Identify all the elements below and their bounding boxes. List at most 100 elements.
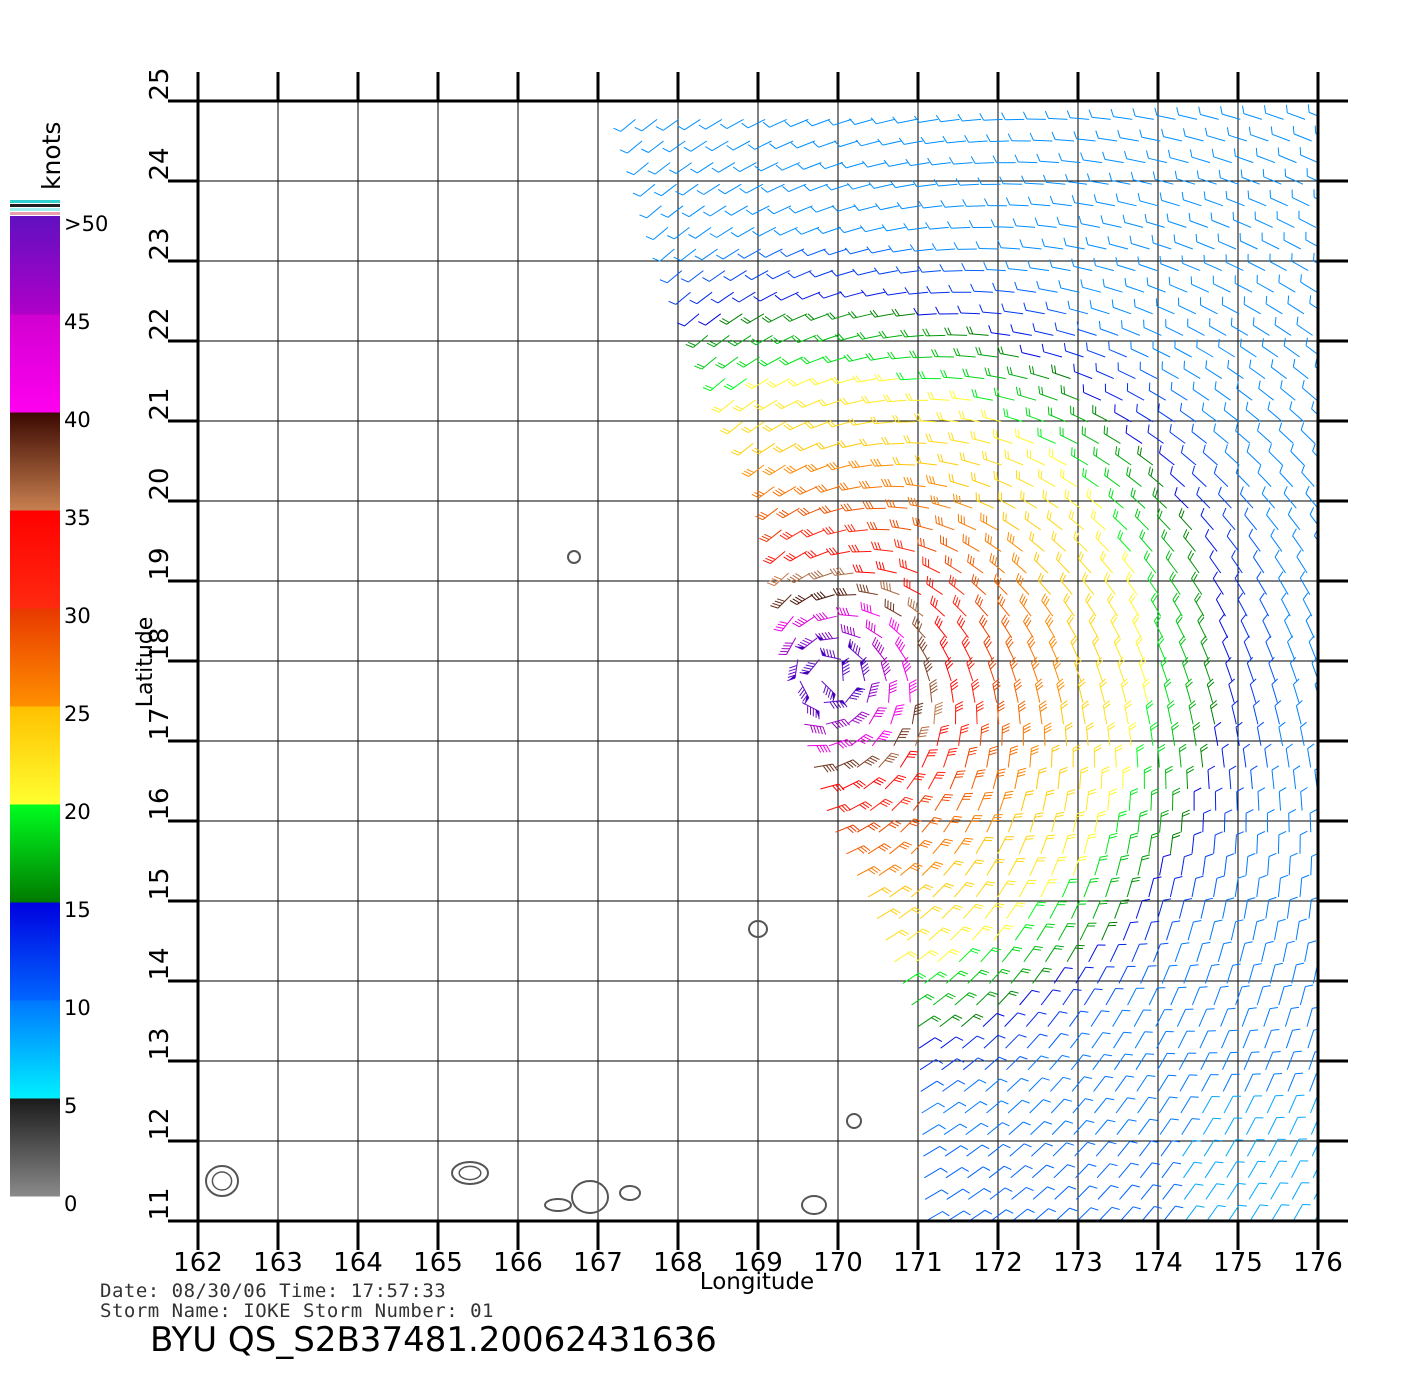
barb-feather — [733, 449, 742, 454]
barb-feather — [1151, 832, 1160, 836]
barb-feather — [1054, 365, 1057, 374]
wind-barb — [1223, 409, 1240, 423]
barb-feather — [910, 598, 913, 607]
barb-feather — [946, 883, 954, 887]
barb-feather — [1238, 1204, 1247, 1207]
barb-feather — [1005, 261, 1009, 269]
barb-feather — [870, 117, 877, 125]
barb-feather — [730, 231, 739, 238]
barb-feather — [851, 311, 857, 318]
barb-feather — [1130, 788, 1139, 793]
barb-feather — [832, 763, 838, 771]
barb-feather — [891, 309, 897, 317]
barb-feather — [1005, 790, 1014, 793]
wind-barb — [1019, 990, 1033, 1006]
y-tick-label: 18 — [145, 627, 175, 660]
wind-barb — [975, 162, 995, 164]
barb-feather — [1262, 613, 1269, 621]
barb-feather — [1130, 171, 1134, 181]
barb-feather — [812, 141, 819, 148]
barb-feather — [774, 403, 782, 410]
barb-feather — [779, 621, 788, 624]
island-outline — [748, 920, 768, 938]
wind-barb — [1271, 770, 1275, 790]
barb-feather — [1165, 765, 1173, 771]
wind-barb — [1113, 1031, 1125, 1049]
barb-feather — [920, 844, 928, 848]
wind-barb — [1235, 155, 1254, 164]
barb-feather — [818, 442, 825, 449]
barb-feather — [958, 1101, 967, 1107]
barb-feather — [870, 541, 875, 550]
file-id-title: BYU QS_S2B37481.20062431636 — [150, 1320, 717, 1360]
barb-feather — [839, 482, 846, 490]
barb-feather — [933, 1015, 942, 1021]
barb-feather — [1035, 681, 1043, 688]
wind-barb — [1092, 641, 1101, 660]
wind-barb — [1302, 387, 1318, 401]
barb-feather — [982, 797, 991, 800]
barb-feather — [1029, 132, 1034, 141]
barb-feather — [1156, 508, 1161, 517]
barb-feather — [810, 594, 817, 601]
wind-barb — [1267, 856, 1270, 876]
barb-feather — [939, 264, 945, 272]
barb-feather — [1110, 108, 1114, 117]
barb-feather — [1285, 743, 1293, 750]
wind-barb — [1073, 1120, 1087, 1135]
wind-barb — [900, 270, 920, 274]
barb-feather — [1182, 809, 1190, 814]
barb-feather — [770, 338, 778, 345]
barb-feather — [875, 712, 884, 715]
wind-barb — [953, 162, 973, 165]
wind-barb — [904, 334, 924, 338]
barb-feather — [1009, 533, 1012, 542]
wind-barb — [966, 1144, 983, 1157]
wind-barb — [1235, 727, 1240, 746]
barb-feather — [1093, 257, 1096, 266]
island-outline — [211, 1171, 233, 1191]
wind-barb — [798, 334, 816, 344]
barb-feather — [1296, 1094, 1305, 1097]
barb-feather — [906, 435, 911, 444]
barb-feather — [935, 515, 937, 524]
barb-feather — [976, 1035, 985, 1040]
wind-barb — [1279, 472, 1294, 487]
barb-feather — [760, 511, 769, 517]
barb-feather — [1046, 789, 1055, 793]
barb-feather — [837, 742, 845, 749]
barb-feather — [888, 245, 894, 253]
wind-barb — [831, 183, 850, 191]
wind-barb — [1033, 559, 1049, 574]
barb-feather — [1137, 256, 1140, 265]
wind-barb — [919, 1059, 937, 1071]
wind-barb — [1329, 749, 1332, 768]
wind-barb — [1004, 310, 1024, 315]
barb-feather — [1301, 464, 1306, 473]
wind-barb — [995, 289, 1015, 293]
barb-feather — [854, 460, 860, 468]
barb-feather — [865, 501, 871, 509]
barb-feather — [985, 791, 994, 794]
wind-barb — [796, 140, 815, 149]
barb-feather — [1286, 940, 1295, 944]
barb-feather — [947, 327, 952, 336]
barb-feather — [800, 358, 808, 365]
barb-feather — [807, 313, 815, 320]
barb-feather — [903, 435, 908, 443]
wind-barb — [1029, 748, 1032, 768]
wind-barb — [1278, 791, 1281, 811]
barb-feather — [1105, 574, 1111, 583]
barb-feather — [1068, 617, 1074, 625]
barb-feather — [1001, 729, 1010, 734]
wind-barb — [1153, 242, 1172, 250]
legend-stripe — [10, 208, 60, 211]
barb-feather — [1205, 853, 1214, 858]
barb-feather — [852, 719, 860, 724]
barb-feather — [1271, 765, 1280, 771]
wind-barb — [1072, 857, 1080, 876]
barb-feather — [1006, 883, 1015, 885]
barb-feather — [1097, 532, 1102, 541]
wind-barb — [823, 399, 842, 407]
barb-feather — [903, 476, 908, 485]
